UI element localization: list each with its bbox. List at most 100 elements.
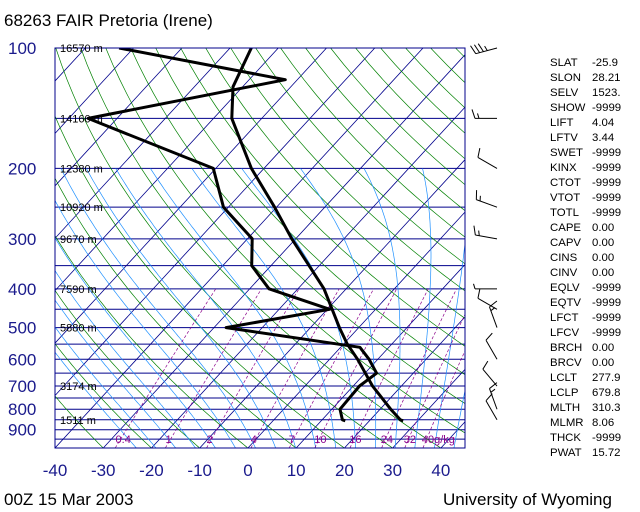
index-value: 0.00 <box>592 237 615 249</box>
observation-time: 00Z 15 Mar 2003 <box>4 490 134 509</box>
wind-barb-flag <box>482 360 489 370</box>
index-name: PWAT <box>550 447 582 459</box>
index-value: 679.8 <box>592 387 621 399</box>
dry-adiabat <box>55 115 345 448</box>
dry-adiabat <box>55 235 249 448</box>
index-value: -9999 <box>592 432 622 444</box>
mixing-ratio-label: 10 <box>314 434 326 446</box>
wind-barb-shaft <box>489 306 498 328</box>
wind-barb-shaft <box>476 199 498 208</box>
height-label: 3174 m <box>60 381 97 393</box>
mixing-ratio-line <box>164 288 262 448</box>
index-row: SLAT -25.9 <box>550 56 621 71</box>
index-name: BRCH <box>550 342 583 354</box>
index-name: SHOW <box>550 102 586 114</box>
moist-adiabat <box>434 240 465 448</box>
wind-barb-flag <box>477 43 484 52</box>
index-row: CAPV 0.00 <box>550 236 621 251</box>
moist-adiabat <box>453 388 465 448</box>
index-name: LCLP <box>550 387 579 399</box>
height-label: 16570 m <box>60 43 103 55</box>
isotherm <box>55 48 279 292</box>
index-name: LFCV <box>550 327 580 339</box>
height-label: 14160 m <box>60 113 103 125</box>
wind-barb <box>470 43 498 55</box>
wind-barb-half-flag <box>484 45 488 51</box>
mixing-ratio-line <box>314 288 398 448</box>
temperature-tick-label: -20 <box>139 461 164 480</box>
index-value: -9999 <box>592 177 622 189</box>
dry-adiabat <box>55 289 200 448</box>
index-value: -25.9 <box>592 57 618 69</box>
index-row: LFCV -9999 <box>550 326 621 341</box>
index-row: THCK -9999 <box>550 431 621 446</box>
index-row: SELV 1523. <box>550 86 621 101</box>
index-row: LFTV 3.44 <box>550 131 621 146</box>
index-value: 310.3 <box>592 402 621 414</box>
moist-adiabat <box>150 168 317 448</box>
index-value: 0.00 <box>592 342 615 354</box>
wind-barb-shaft <box>485 400 498 421</box>
index-name: LCLT <box>550 372 578 384</box>
index-row: EQTV -9999 <box>550 296 621 311</box>
wind-barb-flag <box>485 332 493 341</box>
wind-barb-flag <box>489 382 498 389</box>
temperature-tick-label: 0 <box>243 461 252 480</box>
height-label: 5880 m <box>60 323 97 335</box>
isotherm <box>55 48 327 344</box>
isotherm <box>55 48 231 239</box>
index-value: -9999 <box>592 207 622 219</box>
plot-frame <box>54 47 466 449</box>
index-name: LFTV <box>550 132 578 144</box>
wind-barb-half-flag <box>490 388 496 393</box>
moist-adiabat <box>60 168 256 448</box>
index-value: 4.04 <box>592 117 615 129</box>
index-value: -9999 <box>592 312 622 324</box>
index-value: 15.72 <box>592 447 621 459</box>
mixing-ratio-label: 4 <box>251 434 257 446</box>
index-name: KINX <box>550 162 577 174</box>
pressure-tick-label: 100 <box>8 39 36 58</box>
index-value: 0.00 <box>592 252 615 264</box>
dry-adiabat <box>255 48 465 265</box>
wind-barb <box>475 190 498 208</box>
wind-barb-shaft <box>482 368 498 387</box>
index-name: CINS <box>550 252 578 264</box>
dry-adiabat <box>55 177 297 448</box>
index-row: PWAT 15.72 <box>550 446 621 461</box>
index-name: LFCT <box>550 312 579 324</box>
wind-barb <box>473 225 498 240</box>
indices-table: SLAT -25.9 SLON 28.21 SELV 1523. SHOW -9999 LIFT… <box>550 56 621 461</box>
moist-adiabat <box>85 168 276 448</box>
isotherm <box>55 48 424 448</box>
isotherm <box>55 48 376 397</box>
index-row: VTOT -9999 <box>550 191 621 206</box>
index-row: CINV 0.00 <box>550 266 621 281</box>
moist-adiabat <box>55 351 137 448</box>
isotherm <box>102 54 465 448</box>
wind-barb <box>489 382 498 410</box>
index-name: MLTH <box>550 402 581 414</box>
index-name: CAPV <box>550 237 582 249</box>
mixing-ratio-line <box>206 288 300 448</box>
moist-adiabat <box>55 237 216 448</box>
isotherm <box>344 316 465 448</box>
mixing-ratio-line <box>381 288 457 448</box>
dry-adiabat <box>630 48 640 448</box>
index-name: CINV <box>550 267 578 279</box>
isotherm <box>392 368 465 448</box>
wind-barb <box>473 283 497 290</box>
dry-adiabat <box>230 48 465 292</box>
temperature-tick-label: 30 <box>383 461 402 480</box>
isotherm <box>55 48 134 135</box>
mixing-ratio-label: 7 <box>289 434 295 446</box>
index-row: CAPE 0.00 <box>550 221 621 236</box>
index-row: KINX -9999 <box>550 161 621 176</box>
pressure-tick-label: 300 <box>8 230 36 249</box>
isotherm <box>295 263 465 448</box>
mixing-ratio-line <box>114 288 217 448</box>
index-value: -9999 <box>592 327 622 339</box>
dewpoint-profile-line <box>86 48 379 423</box>
isotherm <box>199 159 465 448</box>
